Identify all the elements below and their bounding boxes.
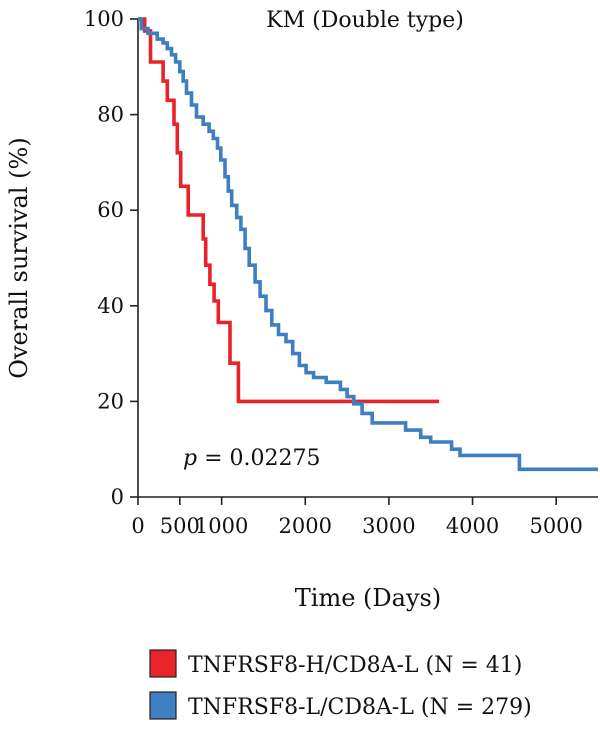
p-value-text: = 0.02275	[197, 446, 320, 471]
p-symbol: p	[183, 446, 197, 471]
legend-item-h: TNFRSF8-H/CD8A-L (N = 41)	[149, 649, 522, 678]
x-tick-label: 500	[160, 514, 200, 538]
legend-label-l: TNFRSF8-L/CD8A-L (N = 279)	[188, 695, 532, 720]
legend: TNFRSF8-H/CD8A-L (N = 41) TNFRSF8-L/CD8A…	[149, 649, 532, 720]
x-tick-label: 1000	[195, 514, 248, 538]
series-line-tnfrsf8-h	[138, 17, 440, 404]
x-axis-label: Time (Days)	[295, 584, 441, 612]
y-tick-label: 60	[97, 198, 124, 222]
y-tick-label: 100	[84, 7, 124, 31]
legend-swatch-l	[149, 691, 177, 720]
y-tick-label: 40	[97, 294, 124, 318]
legend-label-h: TNFRSF8-H/CD8A-L (N = 41)	[188, 653, 522, 678]
y-tick-label: 20	[97, 389, 124, 413]
x-tick-label: 3000	[362, 514, 415, 538]
legend-swatch-h	[149, 649, 177, 678]
y-axis-ticks: 0 20 40 60 80 100	[84, 7, 138, 509]
x-tick-label: 4000	[446, 514, 499, 538]
legend-item-l: TNFRSF8-L/CD8A-L (N = 279)	[149, 691, 532, 720]
y-tick-label: 0	[111, 485, 124, 509]
p-value-annotation: p = 0.02275	[183, 446, 321, 471]
series-line-tnfrsf8-l	[138, 17, 598, 472]
x-tick-label: 5000	[529, 514, 582, 538]
x-tick-label: 2000	[279, 514, 332, 538]
y-axis-label: Overall survival (%)	[5, 137, 33, 378]
survival-curves	[138, 17, 598, 472]
y-tick-label: 80	[97, 103, 124, 127]
chart-title: KM (Double type)	[266, 8, 464, 33]
x-tick-label: 0	[131, 514, 144, 538]
